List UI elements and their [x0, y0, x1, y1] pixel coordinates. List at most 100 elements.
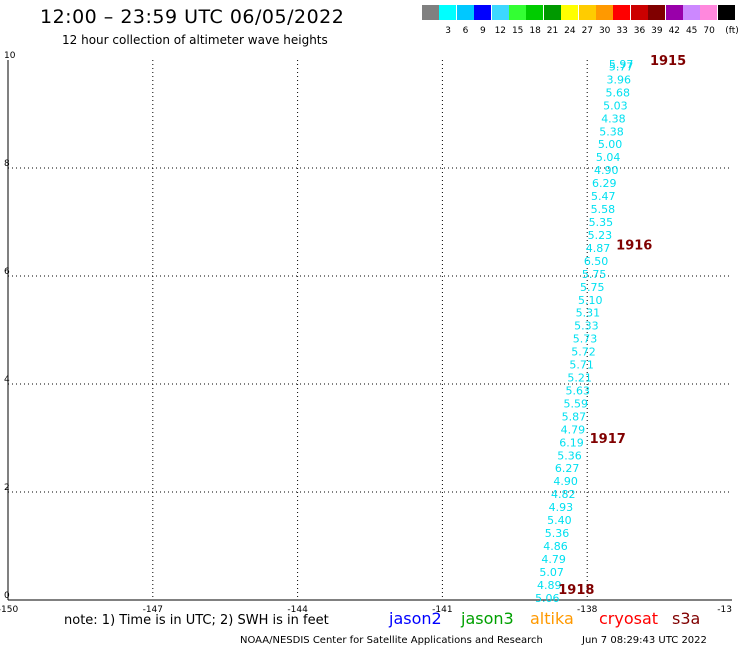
wave-height-label: 3.96	[607, 73, 632, 86]
x-tick-label: -150	[0, 605, 18, 615]
wave-height-label: 5.36	[557, 449, 582, 462]
wave-height-label: 4.79	[561, 423, 586, 436]
scale-swatch	[683, 5, 700, 20]
scale-swatch	[491, 5, 509, 20]
wave-height-label: 5.04	[596, 151, 621, 164]
satellite-jason2: jason2	[389, 609, 442, 628]
wave-height-label: 5.40	[547, 514, 572, 527]
wave-height-label: 5.71	[569, 359, 594, 372]
wave-height-label: 5.23	[588, 229, 613, 242]
scale-swatch	[613, 5, 631, 20]
credit-text: NOAA/NESDIS Center for Satellite Applica…	[240, 635, 543, 646]
y-tick-label: 2	[4, 483, 10, 493]
scale-label: 33	[616, 26, 628, 36]
satellite-altika: altika	[530, 609, 574, 628]
wave-height-label: 6.50	[584, 255, 609, 268]
wave-height-label: 6.27	[555, 462, 580, 475]
time-marker-label: 1917	[590, 432, 626, 447]
scale-label: 36	[633, 26, 646, 36]
chart-title: 12:00 – 23:59 UTC 06/05/2022	[40, 6, 345, 28]
time-marker-label: 1916	[616, 239, 652, 254]
wave-height-label: 5.97	[609, 58, 634, 71]
scale-label: 45	[685, 26, 698, 36]
wave-height-label: 5.33	[574, 320, 599, 333]
satellite-s3a: s3a	[672, 609, 701, 628]
x-tick-label: -138	[577, 605, 598, 615]
scale-swatch	[665, 5, 683, 20]
wave-height-label: 4.90	[553, 475, 578, 488]
wave-height-label: 4.89	[537, 579, 562, 592]
scale-swatch	[474, 5, 492, 20]
scale-label: 12	[494, 26, 507, 36]
x-tick-label: -147	[143, 605, 163, 615]
wave-height-label: 5.58	[591, 203, 616, 216]
wave-height-label: 4.93	[549, 501, 574, 514]
wave-height-label: 5.07	[539, 566, 564, 579]
wave-height-label: 4.90	[594, 164, 619, 177]
wave-height-label: 5.72	[571, 346, 596, 359]
x-tick-label: -144	[287, 605, 308, 615]
scale-label: 24	[564, 26, 576, 36]
scale-swatch	[439, 5, 457, 20]
x-tick-label: -141	[432, 605, 452, 615]
wave-height-label: 6.29	[592, 177, 617, 190]
wave-height-label: 5.21	[567, 372, 592, 385]
scale-swatch	[526, 5, 544, 20]
time-marker-label: 1918	[558, 583, 594, 598]
scale-swatch	[700, 5, 718, 20]
scale-unit: (ft)	[725, 26, 739, 36]
chart-subtitle: 12 hour collection of altimeter wave hei…	[62, 33, 328, 47]
satellite-jason3: jason3	[461, 609, 514, 628]
scale-swatch	[456, 5, 474, 20]
wave-height-label: 5.03	[603, 99, 628, 112]
time-marker-label: 1915	[650, 54, 686, 69]
wave-height-label: 5.38	[599, 125, 624, 138]
scale-label: 15	[511, 26, 524, 36]
wave-height-label: 6.19	[559, 436, 584, 449]
scale-label: 9	[480, 26, 486, 36]
scale-label: 39	[651, 26, 663, 36]
x-tick-label: -13	[717, 605, 732, 615]
scale-swatch	[422, 5, 439, 20]
y-tick-label: 10	[4, 51, 16, 61]
scale-swatch	[717, 5, 735, 20]
scale-swatch	[561, 5, 579, 20]
wave-height-label: 5.73	[573, 333, 598, 346]
wave-height-label: 5.47	[591, 190, 616, 203]
y-tick-label: 4	[4, 375, 10, 385]
wave-height-label: 5.63	[565, 384, 590, 397]
generated-timestamp: Jun 7 08:29:43 UTC 2022	[582, 635, 707, 646]
wave-height-label: 5.75	[582, 268, 607, 281]
wave-height-label: 4.38	[601, 112, 626, 125]
y-tick-label: 8	[4, 159, 10, 169]
scale-label: 21	[546, 26, 559, 36]
footer-note: note: 1) Time is in UTC; 2) SWH is in fe…	[64, 613, 329, 628]
wave-height-label: 5.31	[576, 307, 601, 320]
scale-swatch	[630, 5, 648, 20]
wave-height-label: 5.36	[545, 527, 570, 540]
scale-label: 3	[445, 26, 451, 36]
scale-label: 18	[529, 26, 541, 36]
scale-swatch	[578, 5, 596, 20]
scale-label: 70	[703, 26, 715, 36]
satellite-cryosat: cryosat	[599, 609, 659, 628]
wave-height-label: 5.00	[598, 138, 623, 151]
scale-label: 6	[462, 26, 469, 36]
wave-height-label: 5.35	[589, 216, 614, 229]
scale-swatch	[648, 5, 666, 20]
wave-height-label: 4.79	[541, 553, 566, 566]
wave-height-label: 5.68	[606, 86, 631, 99]
scale-swatch	[596, 5, 613, 20]
scale-label: 42	[668, 26, 681, 36]
wave-height-label: 5.75	[580, 281, 605, 294]
scale-swatch	[543, 5, 561, 20]
y-tick-label: 0	[4, 591, 10, 601]
scale-label: 30	[598, 26, 611, 36]
wave-height-label: 4.82	[551, 488, 576, 501]
wave-height-label: 5.06	[535, 592, 560, 605]
wave-height-label: 4.86	[543, 540, 568, 553]
y-tick-label: 6	[4, 267, 10, 277]
wave-height-label: 5.77	[609, 60, 634, 73]
wave-height-label: 5.59	[564, 397, 589, 410]
